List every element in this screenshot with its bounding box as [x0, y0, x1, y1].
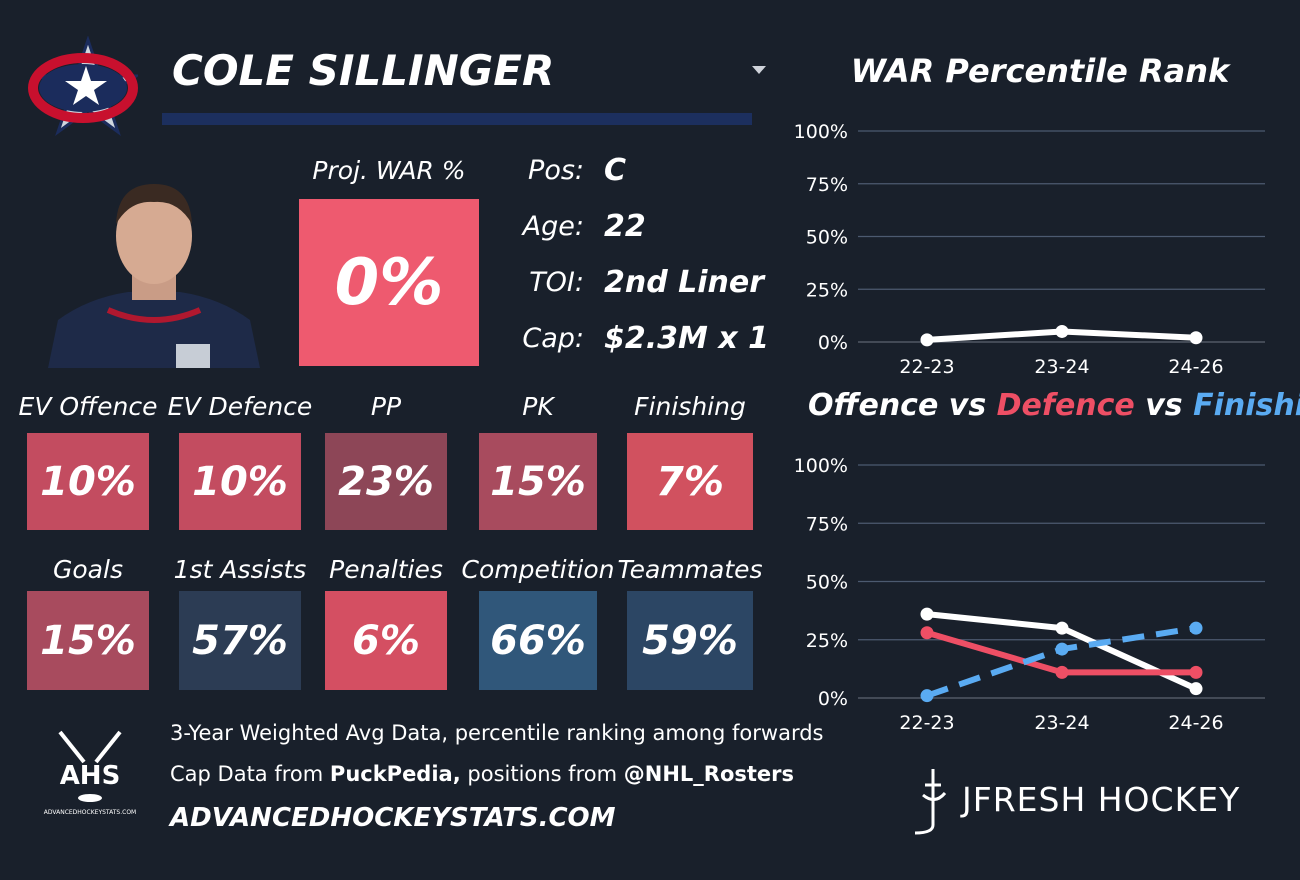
jfresh-logo: [914, 769, 947, 835]
pos-source: @NHL_Rosters: [623, 762, 795, 786]
chart-title: WAR Percentile Rank: [850, 52, 1230, 90]
info-value: C: [604, 153, 627, 188]
footer-site: ADVANCEDHOCKEYSTATS.COM: [170, 803, 616, 833]
data-point: [1189, 665, 1203, 679]
ahs-logo: AHS ADVANCEDHOCKEYSTATS.COM: [44, 730, 136, 816]
series-line: [926, 328, 1197, 343]
footer-note: 3-Year Weighted Avg Data, percentile ran…: [170, 721, 824, 745]
series-line: [926, 629, 1196, 676]
title-connector: vs: [1145, 388, 1183, 423]
data-point: [1189, 682, 1203, 696]
info-label: Cap:: [522, 323, 584, 354]
pos-prefix: positions from: [467, 762, 618, 786]
proj-war-value: 0%: [299, 199, 479, 366]
tile-label: EV Offence: [18, 392, 158, 421]
tile-value: 10%: [179, 433, 301, 530]
data-point: [1055, 324, 1069, 338]
info-label: Pos:: [528, 155, 584, 186]
legend-offence: Offence: [808, 388, 939, 423]
data-point: [1189, 331, 1203, 345]
player-photo: [48, 184, 260, 368]
y-tick-label: 0%: [818, 688, 848, 710]
data-point: [920, 607, 934, 621]
x-tick-label: 24-26: [1168, 356, 1223, 378]
tile-value: 23%: [325, 433, 447, 530]
data-point: [1189, 621, 1203, 635]
chart-title: Offence vs Defence vs Finishing: [808, 388, 1300, 423]
player-name: COLE SILLINGER: [172, 46, 555, 95]
tile-label: Teammates: [617, 555, 763, 584]
info-label: TOI:: [529, 267, 584, 298]
tile-label: PP: [370, 392, 402, 421]
y-tick-label: 100%: [794, 121, 848, 143]
data-point: [920, 689, 934, 703]
data-point: [920, 333, 934, 347]
data-point: [1055, 665, 1069, 679]
tile-value: 10%: [27, 433, 149, 530]
y-tick-label: 25%: [806, 630, 848, 652]
tile-value: 59%: [627, 591, 753, 690]
y-tick-label: 75%: [806, 513, 848, 535]
legend-finishing: Finishing: [1193, 388, 1300, 423]
info-value: $2.3M x 1: [604, 321, 769, 356]
ahs-logo-text: AHS: [60, 761, 121, 791]
x-tick-label: 24-26: [1168, 712, 1223, 734]
data-point: [1055, 642, 1069, 656]
info-value: 2nd Liner: [604, 265, 765, 300]
tile-label: EV Defence: [167, 392, 313, 421]
title-connector: vs: [948, 388, 987, 423]
legend-defence: Defence: [996, 388, 1135, 423]
tile-value: 57%: [179, 591, 301, 690]
cap-source: PuckPedia,: [329, 762, 461, 786]
tile-label: 1st Assists: [173, 555, 307, 584]
tile-value: 15%: [479, 433, 597, 530]
tile-label: PK: [522, 392, 554, 421]
tile-label: Finishing: [634, 392, 746, 421]
brand: JFRESH HOCKEY: [962, 780, 1241, 819]
team-logo: [28, 36, 138, 136]
info-label: Age:: [522, 211, 584, 242]
tile-label: Penalties: [329, 555, 443, 584]
x-tick-label: 22-23: [899, 356, 954, 378]
ahs-logo-site: ADVANCEDHOCKEYSTATS.COM: [44, 809, 136, 816]
info-value: 22: [604, 209, 646, 244]
y-tick-label: 50%: [806, 227, 848, 249]
tile-label: Goals: [53, 555, 123, 584]
data-point: [920, 626, 934, 640]
x-tick-label: 22-23: [899, 712, 954, 734]
cap-prefix: Cap Data from: [170, 762, 324, 786]
data-point: [1055, 621, 1069, 635]
y-tick-label: 75%: [806, 174, 848, 196]
tile-value: 7%: [627, 433, 753, 530]
tile-value: 6%: [325, 591, 447, 690]
y-tick-label: 50%: [806, 572, 848, 594]
y-tick-label: 25%: [806, 279, 848, 301]
tile-value: 66%: [479, 591, 597, 690]
tile-value: 15%: [27, 591, 149, 690]
y-tick-label: 0%: [818, 332, 848, 354]
series-line: [926, 611, 1198, 692]
footer-sources: Cap Data from PuckPedia, positions from …: [170, 762, 794, 786]
dropdown-arrow[interactable]: [750, 64, 768, 76]
proj-war-label: Proj. WAR %: [312, 156, 466, 185]
name-underline: [162, 113, 752, 125]
tile-label: Competition: [461, 555, 615, 584]
x-tick-label: 23-24: [1034, 356, 1089, 378]
series-line: [926, 625, 1197, 699]
x-tick-label: 23-24: [1034, 712, 1089, 734]
y-tick-label: 100%: [794, 455, 848, 477]
